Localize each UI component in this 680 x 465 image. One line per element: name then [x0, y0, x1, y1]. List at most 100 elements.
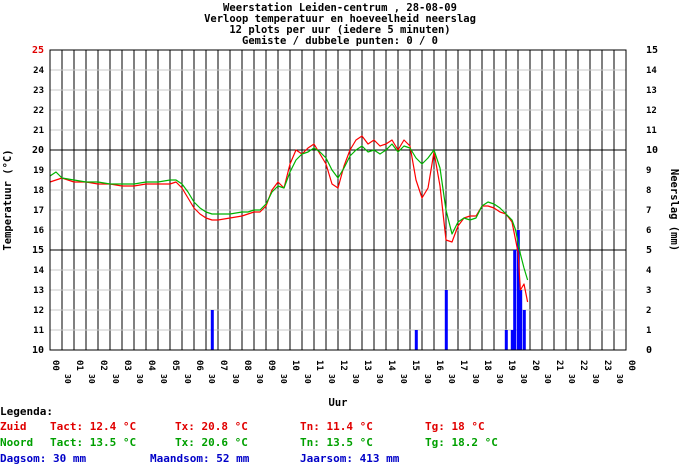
y-left-tick-label: 19 — [33, 166, 44, 176]
y-right-tick-label: 10 — [646, 145, 658, 156]
y-left-tick-label: 24 — [33, 66, 44, 76]
chart-axes — [49, 49, 627, 351]
precipitation-bar — [519, 290, 523, 350]
x-hour-tick-label: 13 — [362, 360, 372, 371]
x-hour-tick-label: 18 — [482, 360, 492, 371]
y-right-tick-label: 1 — [646, 326, 651, 336]
legend-zuid-tact: Tact: 12.4 °C — [50, 420, 137, 433]
x-axis-title: Uur — [329, 397, 348, 409]
series-line-noord — [49, 143, 529, 281]
x-half-hour-tick-label: 30 — [351, 374, 360, 384]
title-line-3: 12 plots per uur (iedere 5 minuten) — [229, 24, 450, 36]
precipitation-bar — [516, 230, 520, 350]
x-hour-tick-label: 12 — [338, 360, 348, 371]
temperature-lines — [49, 135, 529, 303]
legend-noord-tn: Tn: 13.5 °C — [300, 436, 373, 449]
x-hour-tick-label: 20 — [530, 360, 540, 371]
x-half-hour-tick-label: 30 — [519, 374, 528, 384]
legend-heading: Legenda: — [0, 405, 53, 418]
x-half-hour-tick-label: 30 — [495, 374, 504, 384]
x-hour-tick-label: 04 — [146, 360, 156, 371]
title-line-1: Weerstation Leiden-centrum , 28-08-09 — [223, 2, 457, 14]
y-right-tick-label: 13 — [646, 86, 657, 96]
title-line-2: Verloop temperatuur en hoeveelheid neers… — [204, 13, 476, 25]
y-right-tick-label: 7 — [646, 206, 651, 216]
legend-zuid-tg: Tg: 18 °C — [425, 420, 485, 433]
y-left-tick-label: 20 — [32, 145, 44, 156]
x-hour-tick-label: 02 — [98, 360, 108, 371]
y-left-tick-label: 15 — [32, 245, 44, 256]
legend-noord-tg: Tg: 18.2 °C — [425, 436, 498, 449]
x-half-hour-tick-label: 30 — [87, 374, 96, 384]
x-hour-tick-label: 19 — [506, 360, 516, 371]
plot-border — [49, 49, 627, 351]
x-half-hour-tick-label: 30 — [399, 374, 408, 384]
y-right-tick-label: 2 — [646, 306, 651, 316]
precipitation-bar — [504, 330, 508, 350]
y-left-tick-label: 23 — [33, 86, 44, 96]
x-half-hour-tick-label: 30 — [423, 374, 432, 384]
x-half-hour-tick-label: 30 — [447, 374, 456, 384]
y-left-tick-label: 12 — [33, 306, 44, 316]
y-right-tick-label: 14 — [646, 66, 657, 76]
x-hour-tick-label: 08 — [242, 360, 252, 371]
x-half-hour-tick-label: 30 — [279, 374, 288, 384]
x-hour-tick-label: 10 — [290, 360, 300, 371]
x-hour-tick-label: 00 — [50, 360, 60, 371]
x-half-hour-tick-label: 30 — [207, 374, 216, 384]
legend-zuid-name: Zuid — [0, 420, 27, 433]
x-half-hour-tick-label: 30 — [375, 374, 384, 384]
y-right-tick-label: 6 — [646, 226, 651, 236]
y-right-tick-label: 15 — [646, 45, 658, 56]
x-hour-tick-label: 07 — [218, 360, 228, 371]
x-half-hour-tick-label: 30 — [255, 374, 264, 384]
x-hour-tick-label: 17 — [458, 360, 468, 371]
x-hour-tick-label: 11 — [314, 360, 324, 371]
precipitation-bar — [513, 250, 517, 350]
x-half-hour-tick-label: 30 — [183, 374, 192, 384]
x-half-hour-tick-label: 30 — [615, 374, 624, 384]
x-hour-tick-label: 03 — [122, 360, 132, 371]
x-half-hour-tick-label: 30 — [111, 374, 120, 384]
y-right-tick-label: 9 — [646, 166, 651, 176]
y-right-tick-label: 5 — [646, 245, 652, 256]
y-left-tick-label: 13 — [33, 286, 44, 296]
axis-labels: 1011121314151617181920212223242501234567… — [2, 45, 680, 409]
x-half-hour-tick-label: 30 — [327, 374, 336, 384]
y-right-tick-label: 3 — [646, 286, 651, 296]
x-half-hour-tick-label: 30 — [135, 374, 144, 384]
legend-noord-name: Noord — [0, 436, 34, 449]
x-half-hour-tick-label: 30 — [591, 374, 600, 384]
title-line-4: Gemiste / dubbele punten: 0 / 0 — [242, 35, 438, 47]
precipitation-bar — [510, 330, 514, 350]
y-right-tick-label: 4 — [646, 266, 652, 276]
legend-zuid-tn: Tn: 11.4 °C — [300, 420, 373, 433]
x-hour-tick-label: 14 — [386, 360, 396, 371]
x-hour-tick-label: 22 — [578, 360, 588, 371]
legend-noord-tx: Tx: 20.6 °C — [175, 436, 248, 449]
x-hour-tick-label: 09 — [266, 360, 276, 371]
legend-maandsom: Maandsom: 52 mm — [150, 452, 250, 465]
x-half-hour-tick-label: 30 — [63, 374, 72, 384]
y-left-tick-label: 11 — [33, 326, 44, 336]
precipitation-bars — [210, 230, 526, 350]
y-left-tick-label: 17 — [33, 206, 44, 216]
x-half-hour-tick-label: 30 — [471, 374, 480, 384]
legend-zuid-tx: Tx: 20.8 °C — [175, 420, 248, 433]
y-left-tick-label: 10 — [32, 345, 44, 356]
x-hour-tick-label: 00 — [626, 360, 636, 371]
x-hour-tick-label: 23 — [602, 360, 612, 371]
y-left-tick-label: 21 — [33, 126, 44, 136]
x-half-hour-tick-label: 30 — [567, 374, 576, 384]
x-hour-tick-label: 01 — [74, 360, 84, 371]
precipitation-bar — [414, 330, 418, 350]
y-left-tick-label: 16 — [33, 226, 44, 236]
y-left-axis-title: Temperatuur (°C) — [2, 149, 14, 250]
x-hour-tick-label: 21 — [554, 360, 564, 371]
x-hour-tick-label: 16 — [434, 360, 444, 371]
legend-dagsom: Dagsom: 30 mm — [0, 452, 87, 465]
precipitation-bar — [522, 310, 526, 350]
x-half-hour-tick-label: 30 — [543, 374, 552, 384]
y-right-tick-label: 12 — [646, 106, 657, 116]
